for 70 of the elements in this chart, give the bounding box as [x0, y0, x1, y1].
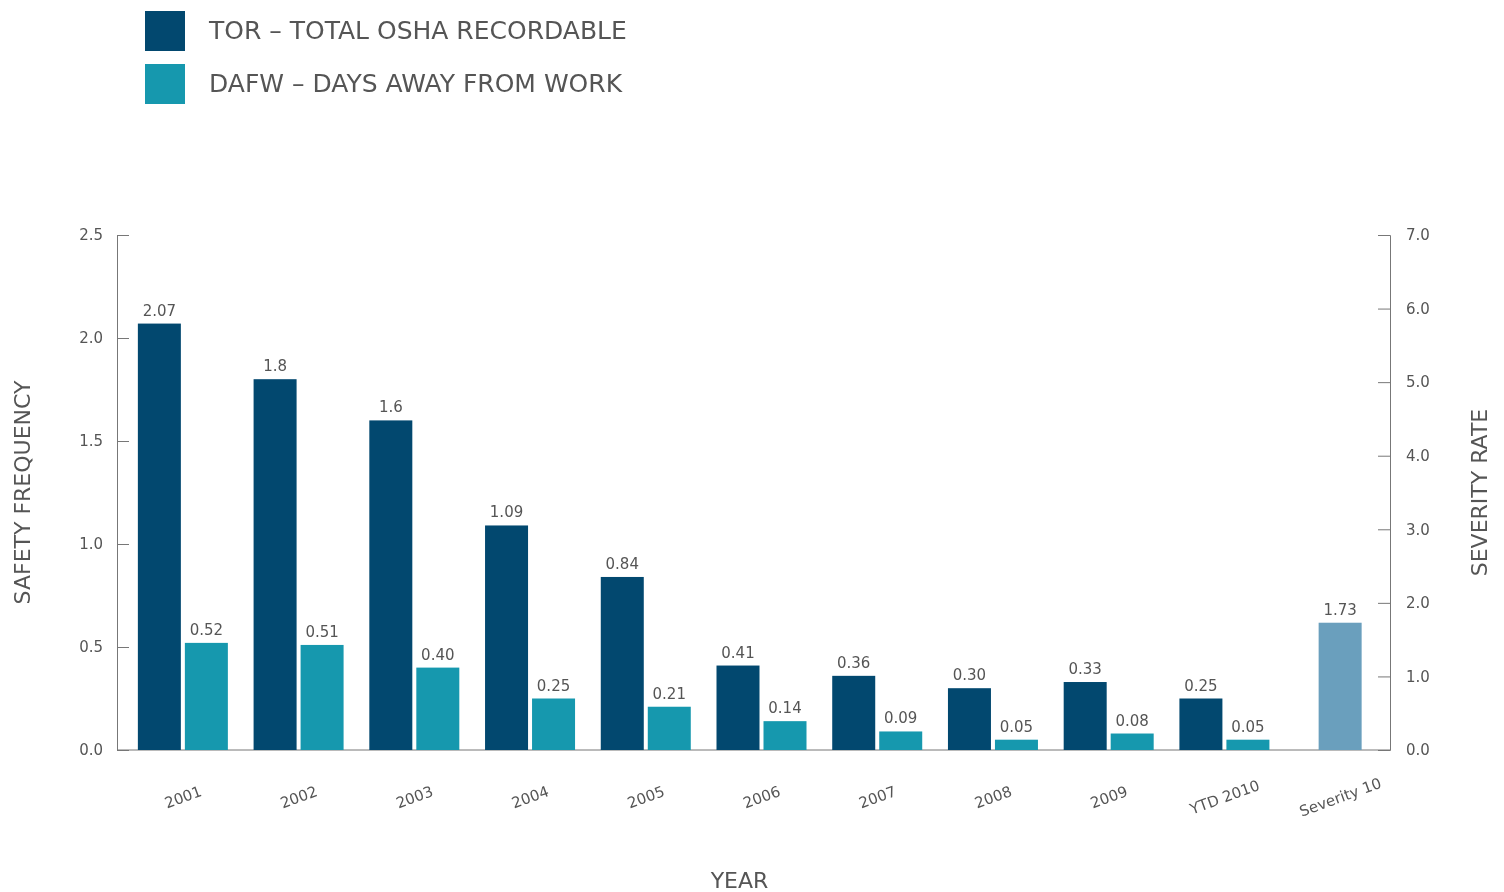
bar: [947, 688, 991, 750]
x-tick-label: 2001: [162, 782, 205, 813]
y-tick-label: 1.5: [79, 432, 103, 451]
data-label: 1.73: [1323, 600, 1357, 619]
legend-label: TOR – TOTAL OSHA RECORDABLE: [208, 16, 627, 45]
bar: [485, 525, 529, 750]
y-tick-label: 1.0: [79, 535, 103, 554]
bar: [1179, 698, 1223, 750]
x-tick-label: 2004: [509, 782, 552, 813]
bar: [879, 731, 923, 750]
bar: [1110, 733, 1154, 750]
bar: [137, 323, 181, 750]
y-tick-label: 2.0: [79, 329, 103, 348]
data-label: 1.09: [489, 503, 524, 522]
bar: [1063, 682, 1107, 750]
data-label: 0.41: [721, 643, 755, 662]
bar: [1226, 739, 1270, 750]
data-label: 2.07: [142, 301, 177, 320]
data-label: 0.14: [768, 699, 802, 718]
y-tick-label: 0.0: [79, 741, 103, 760]
bar: [416, 667, 460, 750]
bar: [600, 576, 644, 750]
y2-axis-title: SEVERITY RATE: [1467, 408, 1492, 577]
x-tick-label: YTD 2010: [1186, 776, 1262, 819]
y2-tick-label: 2.0: [1406, 594, 1430, 613]
data-label: 0.05: [999, 717, 1034, 736]
y2-tick-label: 6.0: [1406, 299, 1430, 318]
bar: [832, 675, 876, 750]
x-tick-label: 2006: [740, 782, 783, 813]
x-tick-label: 2007: [856, 782, 899, 813]
y2-tick-label: 5.0: [1406, 373, 1430, 392]
data-label: 0.25: [536, 676, 571, 695]
x-tick-label: 2008: [972, 782, 1015, 813]
data-label: 0.08: [1115, 711, 1149, 730]
data-label: 0.40: [421, 645, 455, 664]
bar: [184, 642, 228, 750]
data-label: 1.8: [263, 357, 288, 376]
data-label: 0.25: [1184, 676, 1218, 695]
y2-tick-label: 3.0: [1406, 520, 1430, 539]
data-label: 0.09: [884, 709, 918, 728]
data-label: 0.21: [652, 684, 686, 703]
bar: [532, 698, 576, 750]
data-label: 1.6: [378, 398, 403, 417]
bar: [369, 420, 413, 750]
y2-tick-label: 0.0: [1406, 741, 1430, 760]
data-label: 0.33: [1068, 660, 1102, 679]
x-tick-label: 2005: [625, 782, 668, 813]
data-label: 0.84: [605, 554, 639, 573]
data-label: 0.30: [952, 666, 987, 685]
data-label: 0.52: [189, 620, 224, 639]
bar: [647, 706, 691, 750]
data-label: 0.51: [305, 622, 339, 641]
y2-tick-label: 4.0: [1406, 447, 1430, 466]
data-label: 0.05: [1231, 717, 1265, 736]
y-tick-label: 0.5: [79, 638, 103, 657]
y-tick-label: 2.5: [79, 226, 103, 245]
y2-tick-label: 1.0: [1406, 667, 1430, 686]
bar: [994, 739, 1038, 750]
bar: [763, 721, 807, 750]
data-label: 0.36: [837, 653, 871, 672]
bar: [253, 379, 297, 750]
x-axis-title: YEAR: [709, 868, 769, 892]
y-axis-title: SAFETY FREQUENCY: [10, 380, 35, 605]
bar: [716, 665, 760, 750]
y2-tick-label: 7.0: [1406, 226, 1430, 245]
x-tick-label: 2003: [393, 782, 436, 813]
x-tick-label: 2009: [1087, 782, 1130, 813]
bar: [300, 644, 344, 750]
x-tick-label: 2002: [277, 782, 320, 813]
legend-label: DAFW – DAYS AWAY FROM WORK: [209, 69, 623, 98]
